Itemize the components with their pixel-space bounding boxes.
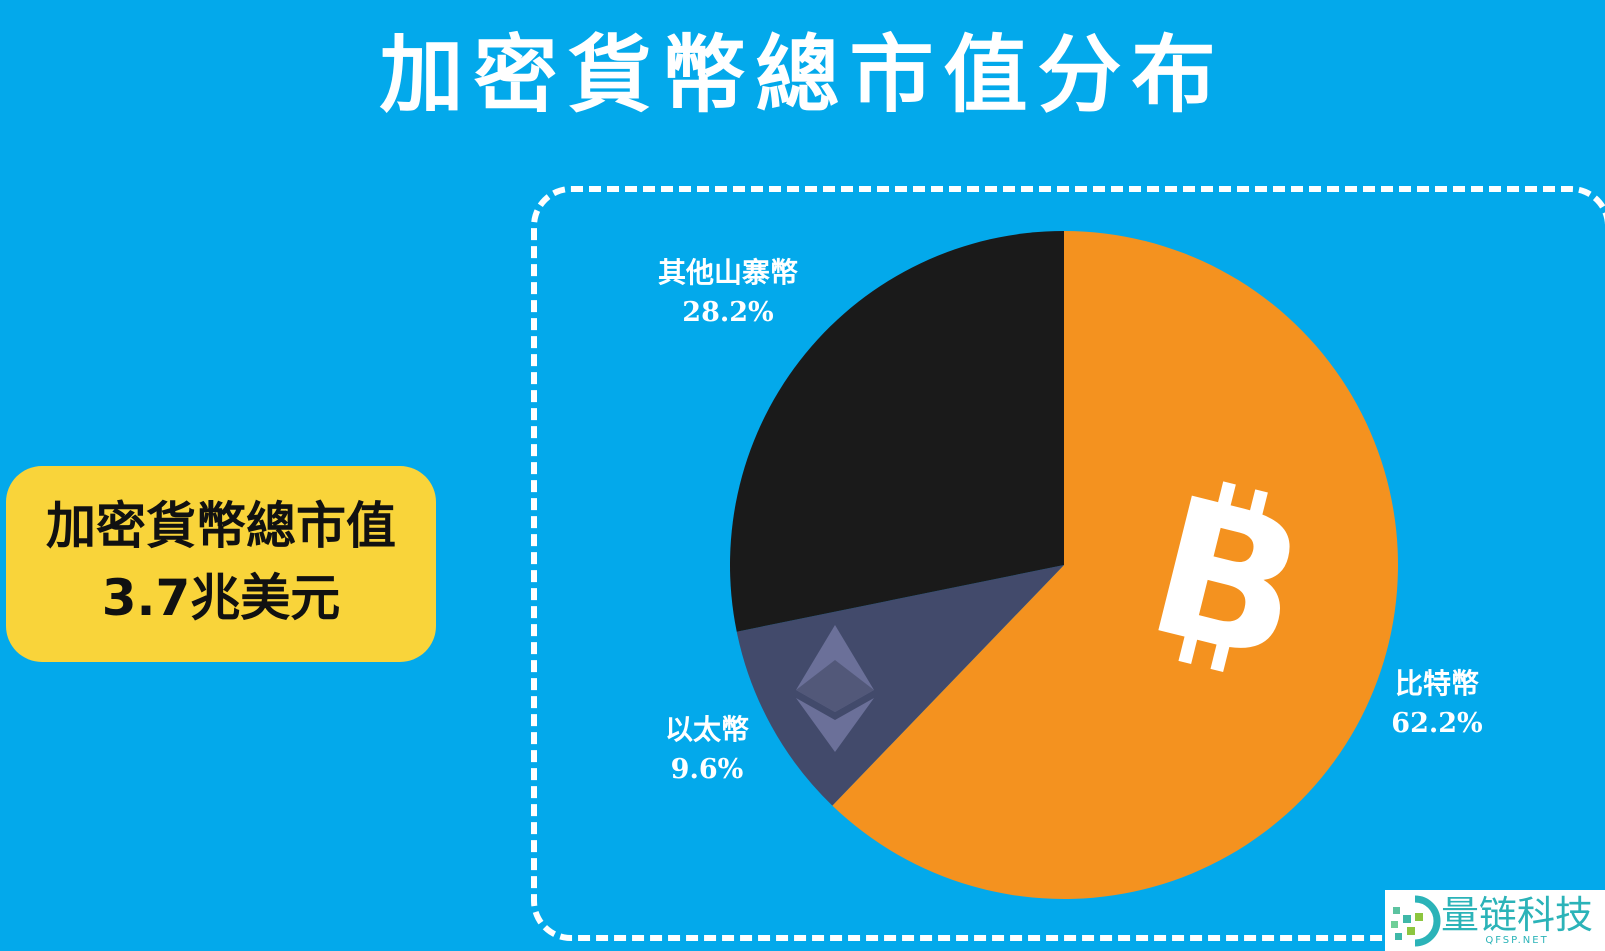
label-name: 其他山寨幣 — [657, 256, 798, 289]
slice-others — [730, 231, 1064, 632]
label-pct: 28.2% — [682, 297, 774, 328]
total-value: 3.7兆美元 — [101, 569, 341, 627]
label-others: 其他山寨幣 28.2% — [618, 253, 838, 333]
chart-frame — [531, 186, 1605, 941]
label-ethereum: 以太幣 9.6% — [597, 710, 817, 790]
total-market-cap-box: 加密貨幣總市值 3.7兆美元 — [6, 466, 436, 662]
label-pct: 9.6% — [670, 754, 744, 785]
slice-ethereum — [736, 565, 1064, 806]
label-pct: 62.2% — [1391, 708, 1483, 739]
label-name: 以太幣 — [664, 713, 749, 746]
label-bitcoin: 比特幣 62.2% — [1327, 664, 1547, 744]
total-label: 加密貨幣總市值 — [46, 497, 396, 555]
watermark-name: 量链科技 — [1441, 893, 1594, 937]
watermark-url: QFSP.NET — [1485, 935, 1549, 946]
watermark-logo-icon — [1391, 895, 1441, 946]
page-title: 加密貨幣總市值分布 — [379, 26, 1226, 124]
slice-bitcoin — [832, 231, 1398, 900]
label-name: 比特幣 — [1394, 667, 1479, 700]
ethereum-icon — [796, 625, 874, 752]
watermark: 量链科技 QFSP.NET — [1385, 890, 1605, 951]
